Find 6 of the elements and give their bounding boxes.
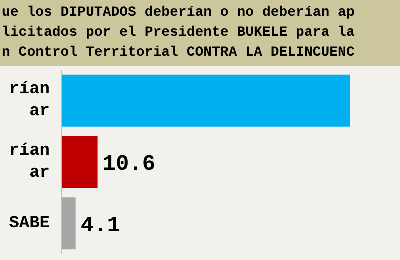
y-tick-label: SABE [9,214,50,233]
data-label: 10.6 [102,152,156,178]
chart-title: ue los DIPUTADOS deberían o no deberían ap licitados por el Presidente BUKELE para la n Control Territorial CONTRA LA DELINCUENC [0,0,400,66]
y-tick-label: rían ar [9,142,50,182]
data-label: 4.1 [80,213,120,238]
y-tick-label: rían ar [9,80,50,122]
